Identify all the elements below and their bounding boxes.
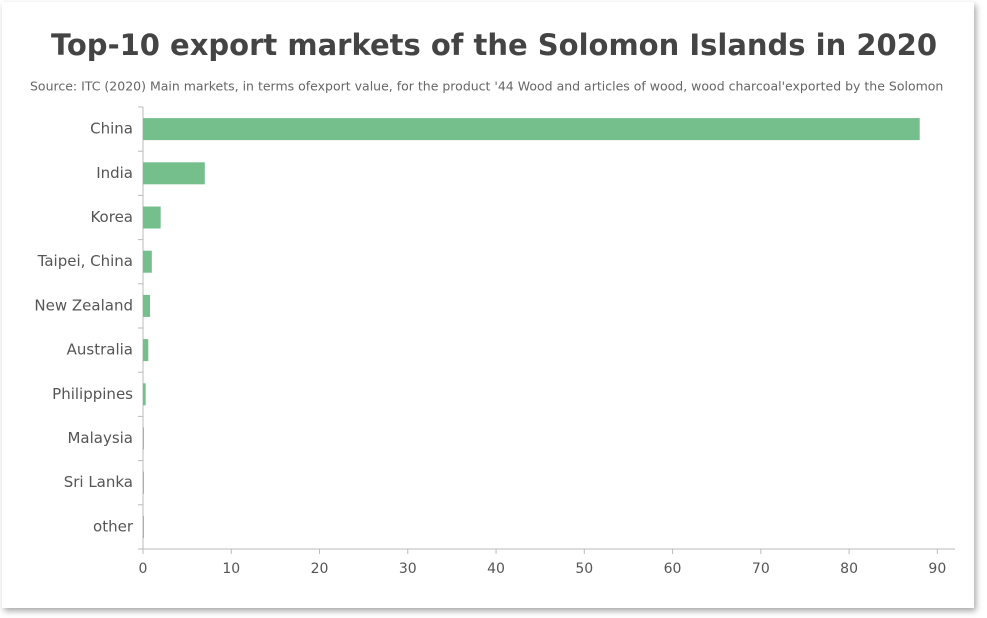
x-tick-label: 80 (840, 561, 858, 577)
bar (143, 206, 161, 229)
bar (143, 118, 920, 141)
bar (143, 162, 205, 185)
bar (143, 515, 144, 538)
x-tick-label: 30 (399, 561, 417, 577)
x-tick-label: 70 (752, 561, 770, 577)
bar (143, 427, 144, 450)
bar (143, 294, 151, 317)
x-tick-label: 0 (139, 561, 148, 577)
x-tick-label: 10 (222, 561, 240, 577)
x-tick-label: 90 (928, 561, 946, 577)
bar (143, 383, 146, 406)
y-tick-label: New Zealand (34, 296, 133, 314)
y-tick-label: Philippines (52, 385, 133, 403)
x-tick-label: 40 (487, 561, 505, 577)
y-tick-label: Australia (67, 341, 133, 359)
bar (143, 250, 152, 273)
y-tick-label: Sri Lanka (64, 473, 133, 491)
y-tick-label: India (96, 164, 133, 182)
x-tick-label: 60 (664, 561, 682, 577)
x-tick-label: 20 (311, 561, 329, 577)
x-tick-label: 50 (575, 561, 593, 577)
y-tick-label: Malaysia (67, 429, 133, 447)
chart-title: Top-10 export markets of the Solomon Isl… (51, 28, 937, 62)
bar (143, 339, 149, 362)
y-tick-label: Korea (90, 208, 133, 226)
chart-card: Top-10 export markets of the Solomon Isl… (2, 2, 974, 608)
chart-subtitle: Source: ITC (2020) Main markets, in term… (30, 79, 943, 94)
y-tick-label: other (93, 517, 134, 535)
y-tick-label: China (90, 120, 133, 138)
chart: Top-10 export markets of the Solomon Isl… (30, 28, 955, 577)
bar (143, 471, 144, 494)
y-tick-label: Taipei, China (37, 252, 133, 270)
